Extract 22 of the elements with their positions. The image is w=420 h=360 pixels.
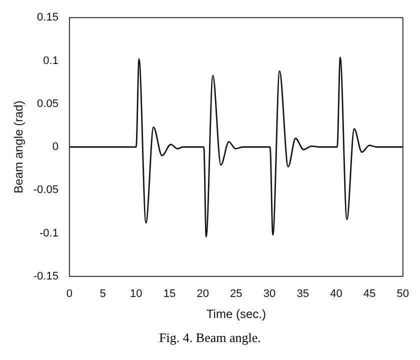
x-tick-label: 15	[163, 288, 176, 300]
x-tick-label: 10	[130, 288, 142, 300]
x-tick-label: 30	[263, 288, 276, 300]
y-tick-label: 0.1	[43, 54, 58, 67]
line-series	[69, 56, 403, 238]
x-tick-label: 40	[330, 288, 342, 300]
x-tick-label: 50	[396, 288, 410, 300]
y-tick-label: 0.15	[37, 12, 58, 24]
y-tick-label: -0.05	[33, 184, 58, 196]
x-tick-label: 20	[196, 288, 209, 300]
y-tick-label: 0.05	[37, 98, 58, 110]
caption: Fig. 4. Beam angle.	[158, 330, 262, 346]
x-tick-label: 35	[296, 288, 309, 300]
y-tick-label: -0.1	[40, 227, 58, 240]
x-tick-label: 25	[230, 288, 242, 300]
x-tick-label: 0	[66, 288, 73, 300]
x-axis-title: Time (sec.)	[206, 307, 266, 322]
x-tick-label: 45	[363, 288, 376, 300]
y-tick-label: 0	[52, 141, 58, 154]
x-tick-label: 5	[100, 288, 106, 300]
y-tick-label: -0.15	[33, 270, 58, 282]
y-axis-title: Beam angle (rad)	[12, 100, 26, 194]
